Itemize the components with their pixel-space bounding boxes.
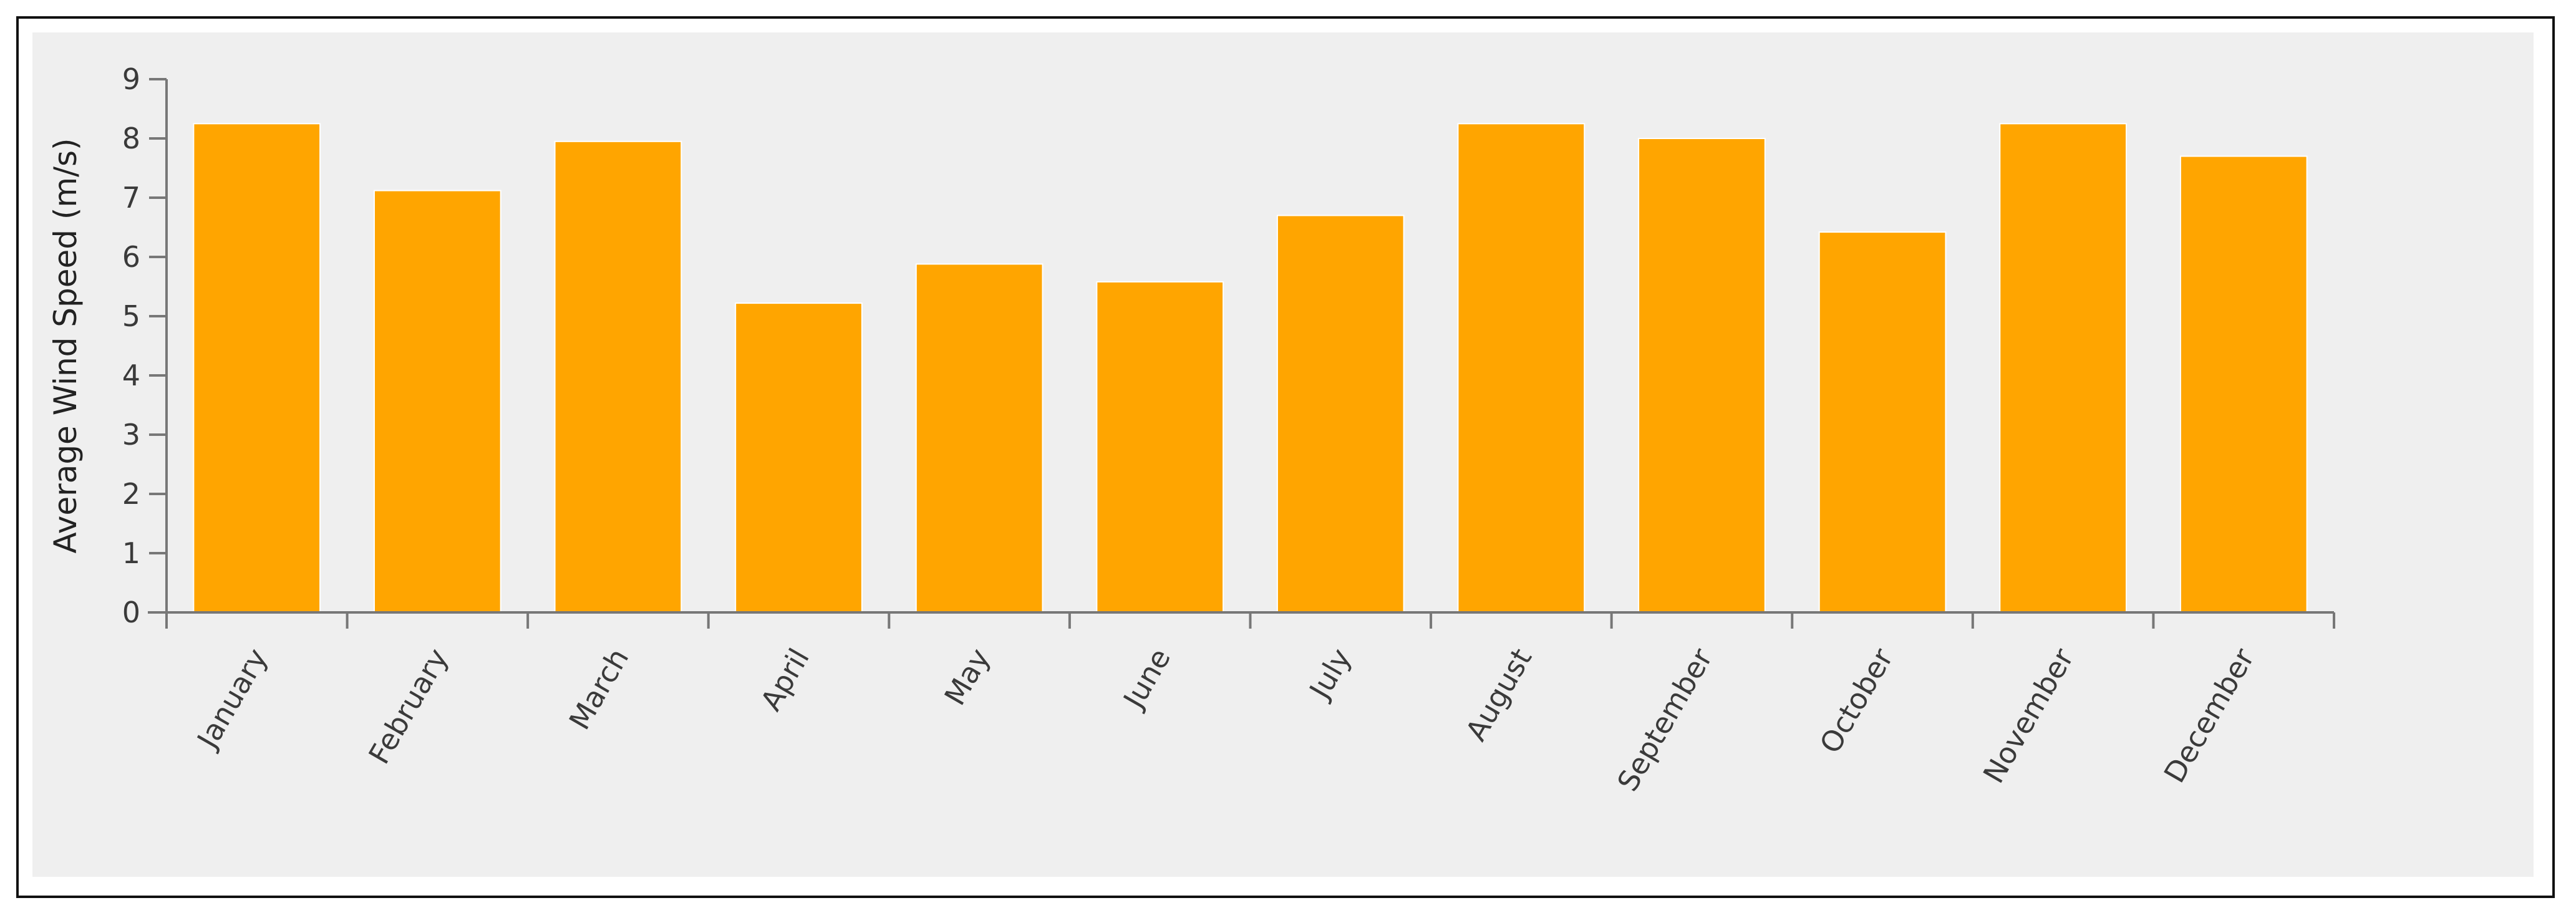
x-tick-label-january: January xyxy=(190,643,274,756)
bar-september xyxy=(1638,138,1766,613)
x-tick-label-december: December xyxy=(2157,642,2261,788)
x-tick-label-november: November xyxy=(1977,642,2080,788)
x-tick-label-july: July xyxy=(1302,643,1358,706)
y-tick-label: 8 xyxy=(122,122,140,155)
y-tick-label: 3 xyxy=(122,418,140,452)
bar-november xyxy=(1999,123,2128,614)
x-tick-label-february: February xyxy=(362,643,455,770)
bar-august xyxy=(1457,123,1586,614)
bar-december xyxy=(2179,155,2308,613)
bar-july xyxy=(1276,215,1405,613)
y-axis-title: Average Wind Speed (m/s) xyxy=(47,138,84,553)
y-tick-label: 6 xyxy=(122,240,140,274)
x-tick-label-august: August xyxy=(1459,643,1538,746)
axes-group xyxy=(148,79,2334,614)
bar-may xyxy=(915,263,1043,613)
x-tick-label-june: June xyxy=(1116,643,1177,715)
x-tick-label-may: May xyxy=(937,643,996,711)
bar-chart: 0 1 2 3 4 5 6 7 8 9 January February March April May Ju… xyxy=(47,62,2335,797)
y-tick-label: 4 xyxy=(122,359,140,392)
bar-april xyxy=(735,302,863,613)
bar-january xyxy=(193,123,321,614)
y-tick-label: 1 xyxy=(122,536,140,570)
y-tick-label: 9 xyxy=(122,62,140,96)
bar-june xyxy=(1096,281,1224,613)
y-tick-label: 7 xyxy=(122,181,140,215)
bar-march xyxy=(554,140,682,614)
bars-group xyxy=(193,123,2308,614)
y-tick-label: 0 xyxy=(122,596,140,629)
x-tick-label-september: September xyxy=(1610,642,1719,796)
chart-panel: 0 1 2 3 4 5 6 7 8 9 January February March April May Ju… xyxy=(32,32,2534,877)
y-tick-label: 2 xyxy=(122,477,140,511)
x-tick-label-october: October xyxy=(1813,642,1900,759)
x-tick-label-april: April xyxy=(754,643,816,717)
y-tick-label: 5 xyxy=(122,299,140,333)
bar-february xyxy=(374,190,501,614)
x-tick-label-march: March xyxy=(563,643,636,735)
bar-october xyxy=(1818,231,1947,614)
